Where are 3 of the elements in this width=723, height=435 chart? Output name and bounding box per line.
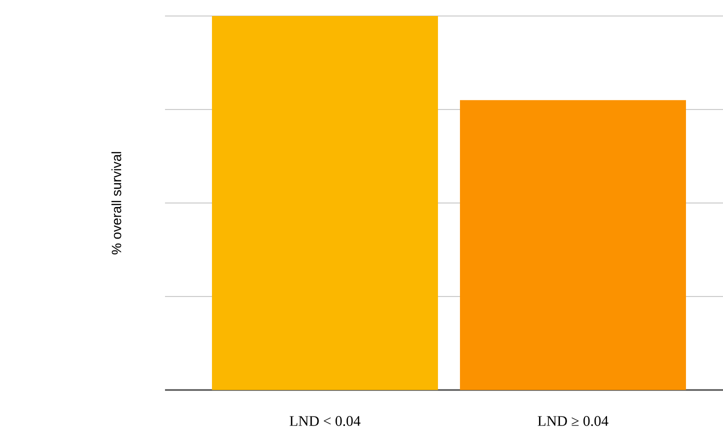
y-axis-title: % overall survival xyxy=(111,152,122,254)
x-tick-label: LND ≥ 0.04 xyxy=(538,416,608,426)
x-tick-label: LND < 0.04 xyxy=(290,416,360,426)
